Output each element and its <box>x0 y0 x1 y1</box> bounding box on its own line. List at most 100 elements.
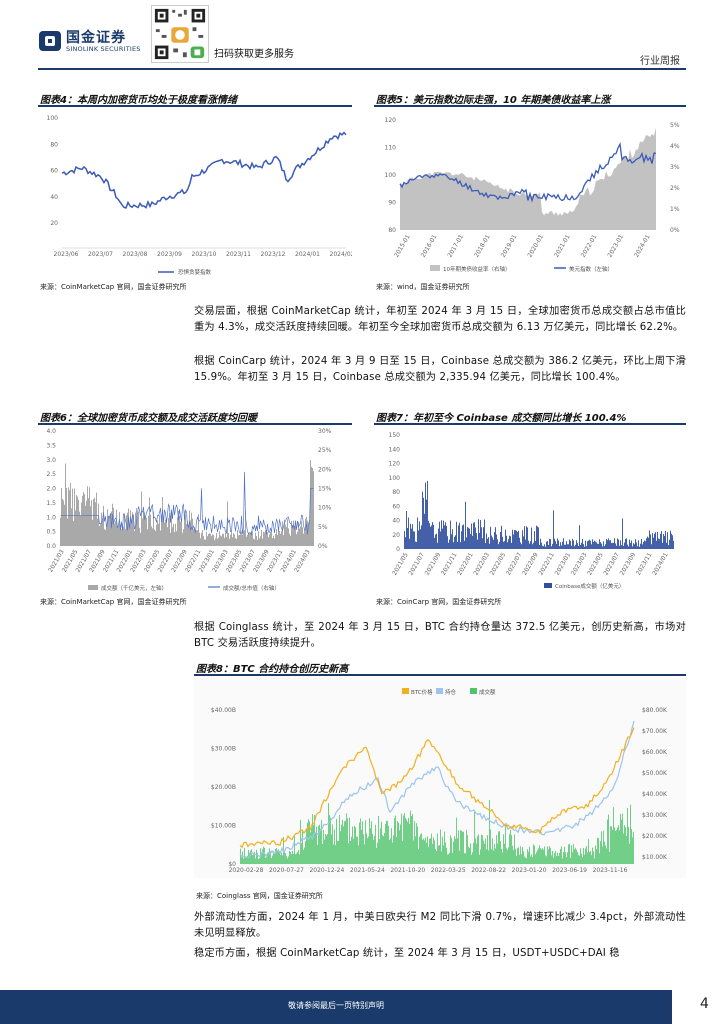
fig8-yr-tick-0: $80.00K <box>642 707 668 714</box>
fig4-x-tick-3: 2023/09 <box>157 251 182 258</box>
figure-5-title: 图表5：美元指数边际走强，10 年期美债收益率上涨 <box>376 95 611 106</box>
fig8-legend-label-0: BTC价格 <box>411 688 433 696</box>
fig8-yl-tick-0: $40.00B <box>211 707 236 714</box>
fig6-yl-tick-0: 4.0 <box>46 428 56 435</box>
fig5-dollar-index-line <box>399 141 657 203</box>
fig8-yl-tick-1: $30.00B <box>211 746 236 753</box>
figure-6-source: 来源：CoinMarketCap 官网，国金证券研究所 <box>40 598 187 606</box>
fig6-yr-tick-4: 10% <box>318 505 332 512</box>
fig6-yl-tick-6: 1.0 <box>46 514 56 521</box>
fig7-legend-swatch <box>544 583 552 588</box>
fig6-yl-tick-3: 2.5 <box>46 471 56 478</box>
fig8-yl-tick-2: $20.00B <box>211 784 236 791</box>
fig6-yl-tick-4: 2.0 <box>46 486 56 493</box>
fig5-x-tick-5: 2020-01 <box>526 233 545 258</box>
fig5-x-tick-9: 2024-01 <box>633 233 652 258</box>
fig6-yl-tick-1: 3.5 <box>46 442 56 449</box>
figure-4-chart: 100 80 60 40 20 2023/06 2023/07 2023/08 2023/09 2… <box>47 115 352 276</box>
fig5-x-tick-8: 2023-01 <box>606 233 625 258</box>
brand-name-en: SINOLINK SECURITIES <box>66 45 141 53</box>
paragraph-coinbase: 根据 CoinCarp 统计，2024 年 3 月 9 日至 15 日，Coin… <box>194 356 686 383</box>
figure-6-chart: 4.0 3.5 3.0 2.5 2.0 1.5 1.0 0.5 0.0 30% 25% 20% 15% 1… <box>46 428 332 592</box>
figure-4-source: 来源：CoinMarketCap 官网，国金证券研究所 <box>40 283 187 291</box>
qr-code-icon[interactable] <box>151 5 209 63</box>
fig7-y-tick-1: 140 <box>389 446 401 453</box>
fig8-x-tick-0: 2020-02-28 <box>229 867 264 874</box>
fig8-yr-tick-7: $10.00K <box>642 854 668 861</box>
fig4-x-tick-2: 2023/08 <box>123 251 148 258</box>
fig8-yr-tick-5: $30.00K <box>642 812 668 819</box>
document-type: 行业周报 <box>640 56 680 67</box>
company-logo-icon <box>39 31 61 51</box>
figure-8-chart: $40.00B $30.00B $20.00B $10.00B $0 $80.00K $70… <box>194 678 686 878</box>
fig7-y-tick-7: 20 <box>392 532 400 539</box>
fig7-y-tick-3: 100 <box>389 475 401 482</box>
page-number: 4 <box>700 996 709 1012</box>
fig5-x-tick-2: 2017-01 <box>446 233 465 258</box>
fig8-yl-tick-4: $0 <box>228 861 236 868</box>
fig8-yr-tick-3: $50.00K <box>642 770 668 777</box>
fig6-ratio-line <box>60 471 314 536</box>
fig4-y-tick-3: 40 <box>50 194 58 201</box>
fig6-yr-tick-3: 15% <box>318 486 332 493</box>
fig7-y-tick-2: 120 <box>389 461 401 468</box>
figure-8-source: 来源：Coinglass 官网，国金证券研究所 <box>196 892 323 900</box>
figure-7-source: 来源：CoinCarp 官网，国金证券研究所 <box>376 598 502 606</box>
fig5-yl-tick-3: 90 <box>388 200 396 207</box>
fig5-yr-tick-1: 4% <box>670 143 680 150</box>
figure-5-chart: 120 110 100 90 80 5% 4% 3% 2% 1% 0% 2015-01 2016-01 2… <box>385 117 680 273</box>
fig8-x-tick-1: 2020-07-27 <box>269 867 304 874</box>
fig6-yl-tick-8: 0.0 <box>46 543 56 550</box>
fig6-volume-bars <box>60 460 314 546</box>
fig6-legend-ratio: 成交额/总市值（右轴） <box>223 584 280 592</box>
fig7-y-tick-8: 0 <box>396 546 400 553</box>
fig5-legend-dxy: 美元指数（左轴） <box>569 265 613 273</box>
figure-5-source: 来源：wind，国金证券研究所 <box>376 283 470 291</box>
fig4-x-tick-5: 2023/11 <box>226 251 251 258</box>
fig5-yl-tick-0: 120 <box>385 117 397 124</box>
fig5-yr-tick-4: 1% <box>670 206 680 213</box>
figure-7-chart: 1401201008060402001502021/052021/072021/… <box>389 432 674 590</box>
paragraph-stablecoin: 稳定币方面，根据 CoinMarketCap 统计，至 2024 年 3 月 1… <box>194 948 620 959</box>
fig8-legend-swatch-0 <box>402 688 409 694</box>
fig7-y-tick-6: 40 <box>392 518 400 525</box>
fig7-x-tick-16: 2024/01 <box>651 551 670 576</box>
fig8-x-tick-4: 2021-10-20 <box>390 867 425 874</box>
fig8-yr-tick-2: $60.00K <box>642 749 668 756</box>
fig6-yr-tick-2: 20% <box>318 466 332 473</box>
fig8-volume-bars <box>240 800 634 864</box>
fig8-x-tick-8: 2023-06-19 <box>552 867 587 874</box>
figure-8-rule <box>194 674 686 676</box>
fig5-yield-area <box>400 127 656 230</box>
fig8-x-tick-9: 2023-11-16 <box>593 867 628 874</box>
fig6-yr-tick-6: 0% <box>318 543 328 550</box>
fig8-btc-price-line <box>239 727 635 849</box>
fig8-legend-swatch-2 <box>470 688 477 694</box>
figure-7-rule <box>374 423 686 425</box>
fig7-legend-label: Coinbase成交额（亿美元） <box>555 582 624 590</box>
figure-6-rule <box>38 423 352 425</box>
fig8-legend-label-2: 成交额 <box>479 688 496 696</box>
fig7-volume-bars <box>404 480 674 549</box>
fig5-yl-tick-1: 110 <box>385 145 397 152</box>
brand-name: 国金证券 <box>66 30 126 46</box>
fig5-yl-tick-2: 100 <box>385 172 397 179</box>
fig5-yr-tick-2: 3% <box>670 164 680 171</box>
fig5-x-tick-1: 2016-01 <box>420 233 439 258</box>
fig8-yr-tick-6: $20.00K <box>642 833 668 840</box>
figure-8-title: 图表8：BTC 合约持仓创历史新高 <box>196 664 349 675</box>
fig5-yr-tick-5: 0% <box>670 227 680 234</box>
figure-5-rule <box>374 105 686 107</box>
fig7-y-tick-0: 150 <box>389 432 401 439</box>
fig4-x-tick-8: 2024/02 <box>330 251 352 258</box>
fig5-legend-swatch-yield <box>430 265 440 271</box>
header-divider <box>38 68 686 70</box>
fig5-legend-yield: 10年期美债收益率（右轴） <box>443 265 511 273</box>
fig8-x-tick-7: 2023-01-20 <box>512 867 547 874</box>
fig8-legend-label-1: 持仓 <box>445 688 457 696</box>
fig8-x-tick-2: 2020-12-24 <box>309 867 344 874</box>
paragraph-btc-open-interest: 根据 Coinglass 统计，至 2024 年 3 月 15 日，BTC 合约… <box>194 622 686 649</box>
fig6-yr-tick-5: 5% <box>318 524 328 531</box>
fig8-legend-swatch-1 <box>436 688 443 694</box>
figure-6-title: 图表6：全球加密货币成交额及成交活跃度均回暖 <box>40 413 257 424</box>
